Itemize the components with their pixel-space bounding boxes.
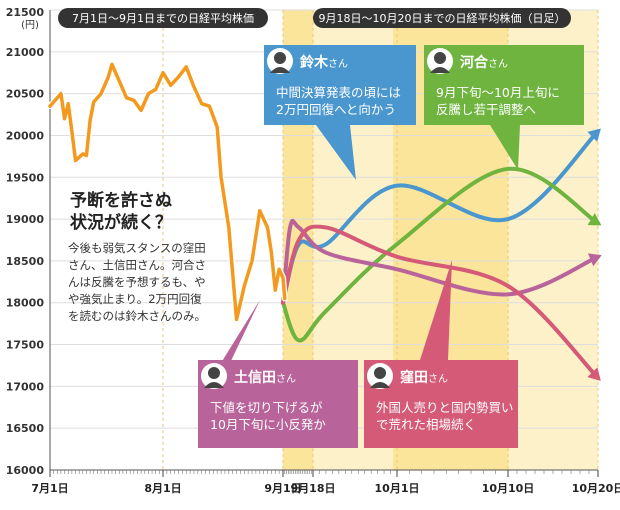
callout-name-suffix: さん — [428, 373, 448, 385]
callout-tail — [490, 125, 520, 170]
avatar-head-icon — [374, 367, 386, 379]
annotation-body: を読むのは鈴木さんのみ。 — [68, 309, 206, 323]
annotation-title: 状況が続く？ — [70, 212, 172, 233]
forecast-arrow-3 — [587, 367, 601, 381]
y-tick-label: 18000 — [6, 297, 45, 310]
y-tick-label: 20500 — [6, 88, 45, 101]
y-tick-label: 17500 — [6, 339, 45, 352]
y-tick-label: 18500 — [6, 255, 45, 268]
avatar-body-icon — [204, 382, 224, 388]
header-left-bg — [58, 8, 268, 28]
forecast-line-3 — [281, 224, 600, 380]
callout-text: 反騰し若干調整へ — [436, 102, 536, 117]
forecast-arrow-0 — [587, 128, 601, 142]
header-left: 7月1日～9月1日までの日経平均株価 — [72, 11, 254, 25]
header-right-bg — [313, 8, 571, 28]
callout-name-suffix: さん — [276, 373, 296, 385]
forecast-arrow-2 — [587, 253, 602, 267]
y-tick-label-top: 21500 — [6, 6, 45, 19]
callout-text: 外国人売りと国内勢買い — [376, 400, 514, 415]
header-right: 9月18日～10月20日までの日経平均株価（日足） — [319, 11, 566, 25]
callout-text: 10月下旬に小反発か — [210, 417, 326, 432]
x-tick-label: 10月1日 — [375, 482, 420, 495]
callout-name: 河合さん — [460, 54, 508, 71]
avatar-head-icon — [274, 52, 286, 64]
x-tick-label: 10月20日 — [572, 482, 620, 495]
x-tick-label: 8月1日 — [144, 482, 181, 495]
callout-tail — [316, 125, 356, 180]
callout-name: 窪田さん — [400, 369, 448, 386]
x-tick-label: 7月1日 — [31, 482, 68, 495]
avatar-body-icon — [270, 67, 290, 73]
y-tick-label: 16500 — [6, 422, 45, 435]
avatar-head-icon — [208, 367, 220, 379]
callout-name: 鈴木さん — [300, 54, 348, 71]
x-tick-label: 9月18日 — [291, 482, 336, 495]
callout-text: 2万円回復へと向かう — [276, 102, 396, 117]
x-tick-label: 10月10日 — [482, 482, 535, 495]
callout-text: で荒れた相場続く — [376, 417, 476, 432]
annotation-body: さん、土信田さん。河合さ — [68, 258, 206, 272]
callout-text: 9月下旬～10月上旬に — [436, 85, 560, 100]
forecast-arrow-1 — [587, 213, 602, 226]
callout-text: 中間決算発表の頃には — [276, 85, 401, 100]
callout-name-suffix: さん — [488, 58, 508, 70]
avatar-body-icon — [430, 67, 450, 73]
y-tick-label: 19500 — [6, 171, 45, 184]
y-tick-label: 19000 — [6, 213, 45, 226]
avatar-body-icon — [370, 382, 390, 388]
annotation-body: や強気止まり。2万円回復 — [68, 292, 202, 306]
avatar-head-icon — [434, 52, 446, 64]
annotation-body: んは反騰を予想するも、や — [68, 275, 206, 289]
y-axis-unit: (円) — [21, 20, 39, 31]
callout-tail — [420, 260, 452, 360]
y-tick-label: 16000 — [6, 464, 45, 477]
annotation-title: 予断を許さぬ — [70, 190, 172, 211]
callout-name: 土信田さん — [234, 369, 296, 386]
callout-name-suffix: さん — [328, 58, 348, 70]
callout-text: 下値を切り下げるが — [210, 400, 323, 415]
y-tick-label: 17000 — [6, 380, 45, 393]
annotation-body: 今後も弱気スタンスの窪田 — [68, 241, 206, 255]
y-tick-label: 20000 — [6, 129, 45, 142]
x-tick-label: 9月1日 — [264, 482, 301, 495]
y-tick-label: 21000 — [6, 46, 45, 59]
